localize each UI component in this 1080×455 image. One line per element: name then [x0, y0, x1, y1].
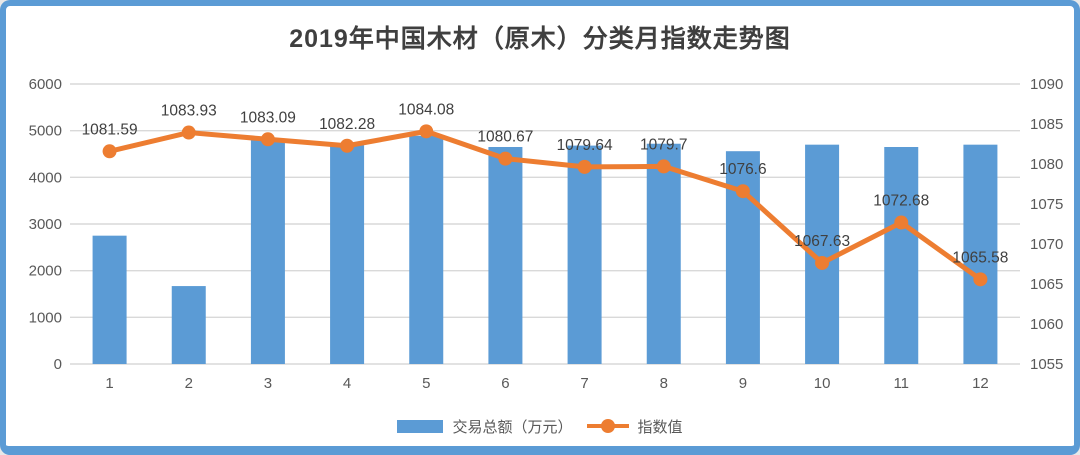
right-axis-tick: 1075 [1030, 196, 1063, 213]
right-axis-tick: 1060 [1030, 316, 1063, 333]
index-line [107, 128, 983, 282]
bar-series-label: 交易总额（万元） [452, 418, 573, 436]
x-axis-label: 9 [739, 375, 747, 392]
legend-item-bars: 交易总额（万元） [397, 416, 573, 437]
line-series-marker [586, 419, 629, 433]
x-axis-label: 10 [814, 375, 831, 392]
right-axis-tick: 1085 [1030, 116, 1063, 133]
x-axis-label: 6 [501, 375, 509, 392]
data-label: 1081.59 [82, 121, 138, 138]
left-axis-tick: 1000 [29, 309, 62, 326]
bar [171, 286, 206, 364]
x-axis-label: 5 [422, 375, 430, 392]
data-label: 1082.28 [319, 116, 375, 133]
data-label: 1083.09 [240, 109, 296, 126]
bar-series-swatch [397, 419, 444, 433]
chart-title: 2019年中国木材（原木）分类月指数走势图 [289, 25, 791, 53]
plot-area: 0100020003000400050006000105510601065107… [29, 76, 1064, 392]
left-axis-tick: 0 [54, 356, 62, 373]
bar [92, 235, 127, 364]
bar [963, 144, 998, 364]
legend: 交易总额（万元） 指数值 [6, 411, 1074, 441]
line-point [340, 138, 355, 153]
x-axis-label: 3 [264, 375, 272, 392]
bar [884, 147, 919, 364]
bar [725, 151, 760, 364]
line-point [973, 272, 988, 287]
line-point [735, 184, 750, 199]
bar [330, 145, 365, 364]
data-label: 1065.58 [952, 249, 1008, 266]
data-label: 1072.68 [873, 193, 929, 210]
line-point [260, 132, 275, 147]
left-axis-tick: 3000 [29, 216, 62, 233]
x-axis-label: 7 [580, 375, 588, 392]
right-axis-tick: 1065 [1030, 276, 1063, 293]
data-label: 1076.6 [719, 161, 766, 178]
x-axis-label: 1 [105, 375, 113, 392]
line-point [419, 124, 434, 139]
line-point [498, 151, 513, 166]
line-series-label: 指数值 [637, 418, 683, 436]
left-axis-tick: 2000 [29, 263, 62, 280]
data-label: 1079.7 [640, 136, 687, 153]
x-axis-label: 4 [343, 375, 351, 392]
left-axis-tick: 5000 [29, 123, 62, 140]
line-point [656, 159, 671, 174]
bar [409, 135, 444, 364]
line-point [577, 159, 592, 174]
right-axis-tick: 1080 [1030, 156, 1063, 173]
right-axis-tick: 1055 [1030, 356, 1063, 373]
data-label: 1079.64 [557, 137, 613, 154]
line-series-dot [600, 419, 615, 433]
x-axis-label: 2 [185, 375, 193, 392]
line-point [102, 144, 117, 159]
bar [567, 145, 602, 364]
x-axis-label: 12 [972, 375, 989, 392]
line-point [815, 255, 830, 270]
data-label: 1084.08 [398, 101, 454, 118]
data-label: 1080.67 [477, 129, 533, 146]
bar [488, 147, 523, 364]
right-axis-tick: 1090 [1030, 76, 1063, 93]
data-label: 1067.63 [794, 233, 850, 250]
line-point [181, 125, 196, 140]
bar [646, 143, 681, 364]
legend-item-line: 指数值 [586, 416, 683, 437]
left-axis-tick: 4000 [29, 169, 62, 186]
right-axis-tick: 1070 [1030, 236, 1063, 253]
x-axis-label: 11 [893, 375, 909, 392]
line-point [894, 215, 909, 230]
left-axis-tick: 6000 [29, 76, 62, 93]
bar [250, 140, 285, 364]
x-axis-label: 8 [660, 375, 668, 392]
data-label: 1083.93 [161, 103, 217, 120]
